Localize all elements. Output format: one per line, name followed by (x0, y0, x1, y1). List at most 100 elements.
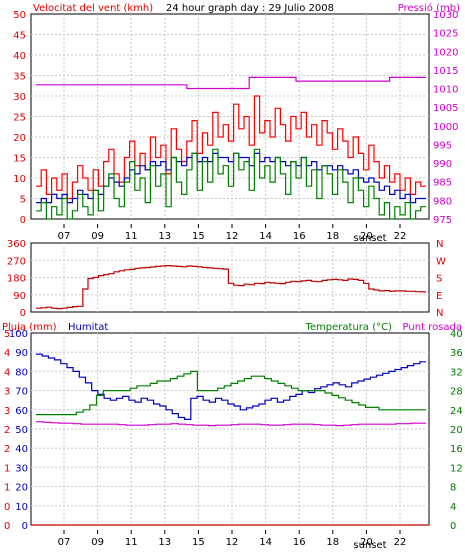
x-tick-label: 14 (259, 537, 272, 548)
wind-panel (30, 13, 430, 220)
humidity-tick-label: 70 (15, 387, 28, 398)
x-tick-label: 13 (158, 537, 171, 548)
rain-tick-label: 1 (4, 463, 10, 474)
series-line-average (36, 152, 426, 204)
pressure-tick-label: 1005 (433, 103, 458, 114)
temperature-tick-label: 0 (450, 521, 456, 532)
x-tick-label: 14 (259, 231, 272, 242)
rain-tick-label: 3 (4, 406, 10, 417)
wind-axis-title: Velocitat del vent (kmh) (33, 3, 153, 14)
pressure-axis-title: Pressió (mb) (398, 2, 460, 14)
humidity-tick-label: 100 (9, 329, 28, 340)
rain-tick-label: 2 (4, 444, 10, 455)
x-tick-label: 11 (125, 537, 138, 548)
x-tick-label: 16 (293, 231, 306, 242)
chart-title: 24 hour graph day : 29 Julio 2008 (166, 3, 334, 14)
temperature-tick-label: 20 (450, 425, 463, 436)
temperature-tick-label: 32 (450, 367, 463, 378)
direction-tick-label: 270 (7, 256, 26, 267)
wind-tick-label: 30 (13, 92, 26, 103)
temperature-tick-label: 36 (450, 348, 463, 359)
rain-tick-label: 3 (4, 387, 10, 398)
pressure-tick-label: 975 (433, 215, 452, 226)
dewpoint-axis-title: Punt rosada (403, 322, 462, 333)
x-tick-label: 15 (192, 537, 205, 548)
temperature-tick-label: 16 (450, 444, 463, 455)
wind-tick-label: 40 (13, 51, 26, 62)
rain-axis-title: Pluja (mm) (2, 322, 57, 333)
wind-tick-label: 45 (13, 31, 26, 42)
x-tick-label: 22 (394, 537, 407, 548)
series-line-wind (36, 148, 426, 220)
temperature-axis-title: Temperatura (°C) (304, 322, 392, 333)
series-line-temperature (36, 370, 426, 416)
x-tick-label: 09 (91, 537, 104, 548)
x-annotation: sunset (353, 540, 386, 551)
temperature-tick-label: 24 (450, 406, 463, 417)
temperature-tick-label: 4 (450, 502, 456, 513)
humidity-axis-title: Humitat (68, 322, 108, 333)
x-tick-label: 13 (158, 231, 171, 242)
humidity-tick-label: 30 (15, 463, 28, 474)
x-tick-label: 18 (326, 231, 339, 242)
compass-tick-label: N (436, 239, 443, 250)
direction-panel (30, 242, 430, 313)
wind-tick-label: 5 (20, 195, 26, 206)
temperature-tick-label: 28 (450, 387, 463, 398)
rain-tick-label: 2 (4, 425, 10, 436)
wind-tick-label: 15 (13, 154, 26, 165)
rain-tick-label: 4 (4, 348, 10, 359)
rain-tick-label: 0 (4, 502, 10, 513)
x-tick-label: 22 (394, 231, 407, 242)
pressure-tick-label: 1020 (433, 47, 458, 58)
rain-tick-label: 5 (4, 329, 10, 340)
wind-tick-label: 50 (13, 10, 26, 21)
x-tick-label: 12 (226, 537, 239, 548)
rain-tick-label: 1 (4, 483, 10, 494)
humidity-tick-label: 80 (15, 367, 28, 378)
x-annotation: sunset (353, 233, 386, 244)
humidity-tick-label: 40 (15, 444, 28, 455)
compass-tick-label: W (436, 256, 446, 267)
wind-tick-label: 35 (13, 72, 26, 83)
compass-tick-label: S (436, 274, 442, 285)
pressure-tick-label: 1010 (433, 85, 458, 96)
x-tick-label: 20 (360, 537, 373, 548)
compass-tick-label: E (436, 291, 442, 302)
temperature-tick-label: 40 (450, 329, 463, 340)
x-tick-label: 07 (58, 231, 71, 242)
x-tick-label: 11 (125, 231, 138, 242)
humidity-tick-label: 60 (15, 406, 28, 417)
pressure-tick-label: 980 (433, 196, 452, 207)
series-line-pressure (36, 76, 426, 90)
humidity-tick-label: 0 (22, 521, 28, 532)
humidity-tick-label: 90 (15, 348, 28, 359)
series-line-dewpoint (36, 421, 426, 427)
pressure-tick-label: 1000 (433, 122, 458, 133)
pressure-tick-label: 1015 (433, 66, 458, 77)
pressure-tick-label: 990 (433, 159, 452, 170)
direction-tick-label: 180 (7, 274, 26, 285)
humidity-tick-label: 10 (15, 502, 28, 513)
pressure-tick-label: 1030 (433, 10, 458, 21)
pressure-tick-label: 995 (433, 140, 452, 151)
humidity-tick-label: 20 (15, 483, 28, 494)
wind-tick-label: 10 (13, 174, 26, 185)
compass-tick-label: N (436, 308, 443, 319)
x-tick-label: 09 (91, 231, 104, 242)
wind-tick-label: 0 (20, 215, 26, 226)
direction-tick-label: 0 (20, 308, 26, 319)
pressure-tick-label: 985 (433, 178, 452, 189)
humidity-tick-label: 50 (15, 425, 28, 436)
x-tick-label: 18 (326, 537, 339, 548)
wind-tick-label: 20 (13, 133, 26, 144)
x-tick-label: 16 (293, 537, 306, 548)
x-tick-label: 15 (192, 231, 205, 242)
series-line-gust (36, 95, 426, 200)
series-line-direction (36, 265, 426, 310)
climate-panel (30, 332, 430, 526)
direction-tick-label: 360 (7, 239, 26, 250)
direction-tick-label: 90 (13, 291, 26, 302)
pressure-tick-label: 1025 (433, 29, 458, 40)
